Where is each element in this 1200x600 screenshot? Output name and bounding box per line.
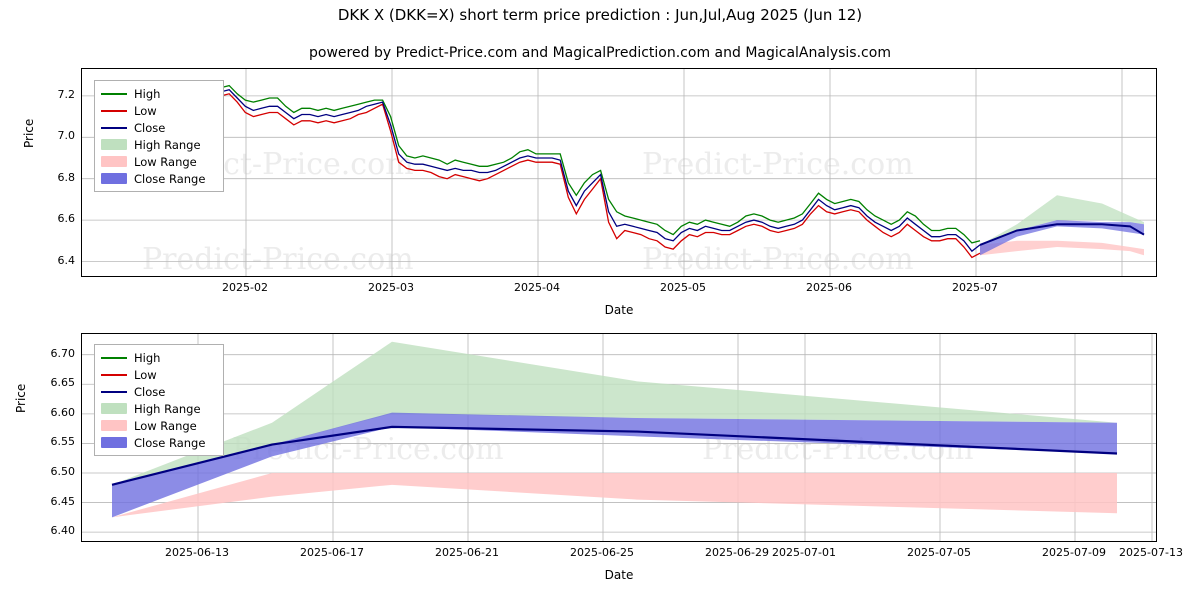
legend-swatch-high-range xyxy=(101,403,127,414)
legend-item-close: Close xyxy=(101,119,217,136)
top-ytick: 6.8 xyxy=(57,170,76,184)
bottom-ytick: 6.50 xyxy=(50,464,76,478)
legend-label-high-range: High Range xyxy=(134,137,201,152)
bottom-ytick: 6.45 xyxy=(50,494,76,508)
watermark: Predict-Price.com xyxy=(642,242,914,276)
bottom-xtick: 2025-06-13 xyxy=(165,546,229,559)
legend-item-low-range: Low Range xyxy=(101,417,217,434)
bottom-xtick: 2025-06-21 xyxy=(435,546,499,559)
legend-item-low: Low xyxy=(101,366,217,383)
top-xtick: 2025-04 xyxy=(514,281,560,294)
bottom-ytick: 6.60 xyxy=(50,405,76,419)
top-xtick: 2025-03 xyxy=(368,281,414,294)
bottom-xtick: 2025-06-17 xyxy=(300,546,364,559)
legend-swatch-low xyxy=(101,105,127,116)
legend-item-low: Low xyxy=(101,102,217,119)
bottom-plot-area: Predict-Price.com Predict-Price.com xyxy=(81,333,1157,542)
legend-swatch-close xyxy=(101,122,127,133)
legend-label-close: Close xyxy=(134,120,166,135)
legend-label-close-range: Close Range xyxy=(134,435,206,450)
top-ytick: 6.6 xyxy=(57,212,76,226)
legend-label-high: High xyxy=(134,86,161,101)
legend-label-close: Close xyxy=(134,384,166,399)
legend-item-high: High xyxy=(101,349,217,366)
top-ytick: 7.0 xyxy=(57,129,76,143)
top-xtick: 2025-06 xyxy=(806,281,852,294)
bottom-xtick: 2025-06-29 xyxy=(705,546,769,559)
top-y-axis-label: Price xyxy=(22,118,36,148)
legend-item-high-range: High Range xyxy=(101,136,217,153)
legend-label-high-range: High Range xyxy=(134,401,201,416)
legend-swatch-high-range xyxy=(101,139,127,150)
top-ytick: 7.2 xyxy=(57,87,76,101)
legend-item-close-range: Close Range xyxy=(101,434,217,451)
bottom-xtick: 2025-07-05 xyxy=(907,546,971,559)
top-series-high xyxy=(99,84,981,244)
bottom-x-axis-label: Date xyxy=(604,568,634,582)
top-ytick: 6.4 xyxy=(57,253,76,267)
watermark: Predict-Price.com xyxy=(142,242,414,276)
legend-label-low-range: Low Range xyxy=(134,154,197,169)
top-series-low xyxy=(99,93,981,259)
top-x-axis-label: Date xyxy=(604,303,634,317)
watermark: Predict-Price.com xyxy=(642,147,914,182)
legend-item-high-range: High Range xyxy=(101,400,217,417)
top-series-close xyxy=(99,88,981,253)
top-legend: High Low Close High Range Low Range Close Ran… xyxy=(94,80,224,192)
bottom-xtick: 2025-06-25 xyxy=(570,546,634,559)
legend-swatch-close-range xyxy=(101,173,127,184)
legend-item-low-range: Low Range xyxy=(101,153,217,170)
bottom-xtick: 2025-07-13 xyxy=(1119,546,1183,559)
bottom-series-close xyxy=(111,425,1118,486)
page-subtitle: powered by Predict-Price.com and Magical… xyxy=(309,45,891,61)
bottom-ytick: 6.70 xyxy=(50,346,76,360)
legend-label-close-range: Close Range xyxy=(134,171,206,186)
page-title: DKK X (DKK=X) short term price predictio… xyxy=(337,6,863,24)
legend-swatch-high xyxy=(101,88,127,99)
top-xtick: 2025-05 xyxy=(660,281,706,294)
top-plot-area: Predict-Price.com Predict-Price.com Predic… xyxy=(81,68,1157,277)
bottom-y-axis-label: Price xyxy=(14,383,28,413)
top-xtick: 2025-07 xyxy=(952,281,998,294)
legend-item-high: High xyxy=(101,85,217,102)
top-xtick: 2025-02 xyxy=(222,281,268,294)
bottom-ytick: 6.55 xyxy=(50,435,76,449)
bottom-ytick: 6.40 xyxy=(50,524,76,538)
bottom-legend: High Low Close High Range Low Range Close Ran… xyxy=(94,344,224,456)
legend-label-high: High xyxy=(134,350,161,365)
legend-label-low: Low xyxy=(134,367,157,382)
legend-swatch-low-range xyxy=(101,156,127,167)
legend-label-low-range: Low Range xyxy=(134,418,197,433)
legend-swatch-low xyxy=(101,369,127,380)
legend-swatch-close xyxy=(101,386,127,397)
legend-swatch-low-range xyxy=(101,420,127,431)
legend-item-close: Close xyxy=(101,383,217,400)
legend-swatch-high xyxy=(101,352,127,363)
legend-swatch-close-range xyxy=(101,437,127,448)
bottom-xtick: 2025-07-09 xyxy=(1042,546,1106,559)
bottom-ytick: 6.65 xyxy=(50,376,76,390)
legend-item-close-range: Close Range xyxy=(101,170,217,187)
legend-label-low: Low xyxy=(134,103,157,118)
bottom-xtick: 2025-07-01 xyxy=(772,546,836,559)
